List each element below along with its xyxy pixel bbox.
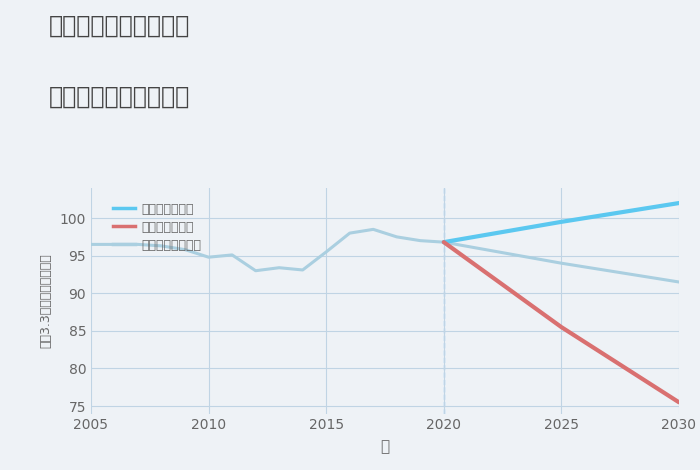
Legend: グッドシナリオ, バッドシナリオ, ノーマルシナリオ: グッドシナリオ, バッドシナリオ, ノーマルシナリオ xyxy=(109,199,205,255)
Text: 愛知県岩倉市大地町の: 愛知県岩倉市大地町の xyxy=(49,14,190,38)
Text: 中古戸建ての価格推移: 中古戸建ての価格推移 xyxy=(49,85,190,109)
Y-axis label: 坪（3.3㎡）単価（万円）: 坪（3.3㎡）単価（万円） xyxy=(40,253,52,348)
X-axis label: 年: 年 xyxy=(380,439,390,454)
